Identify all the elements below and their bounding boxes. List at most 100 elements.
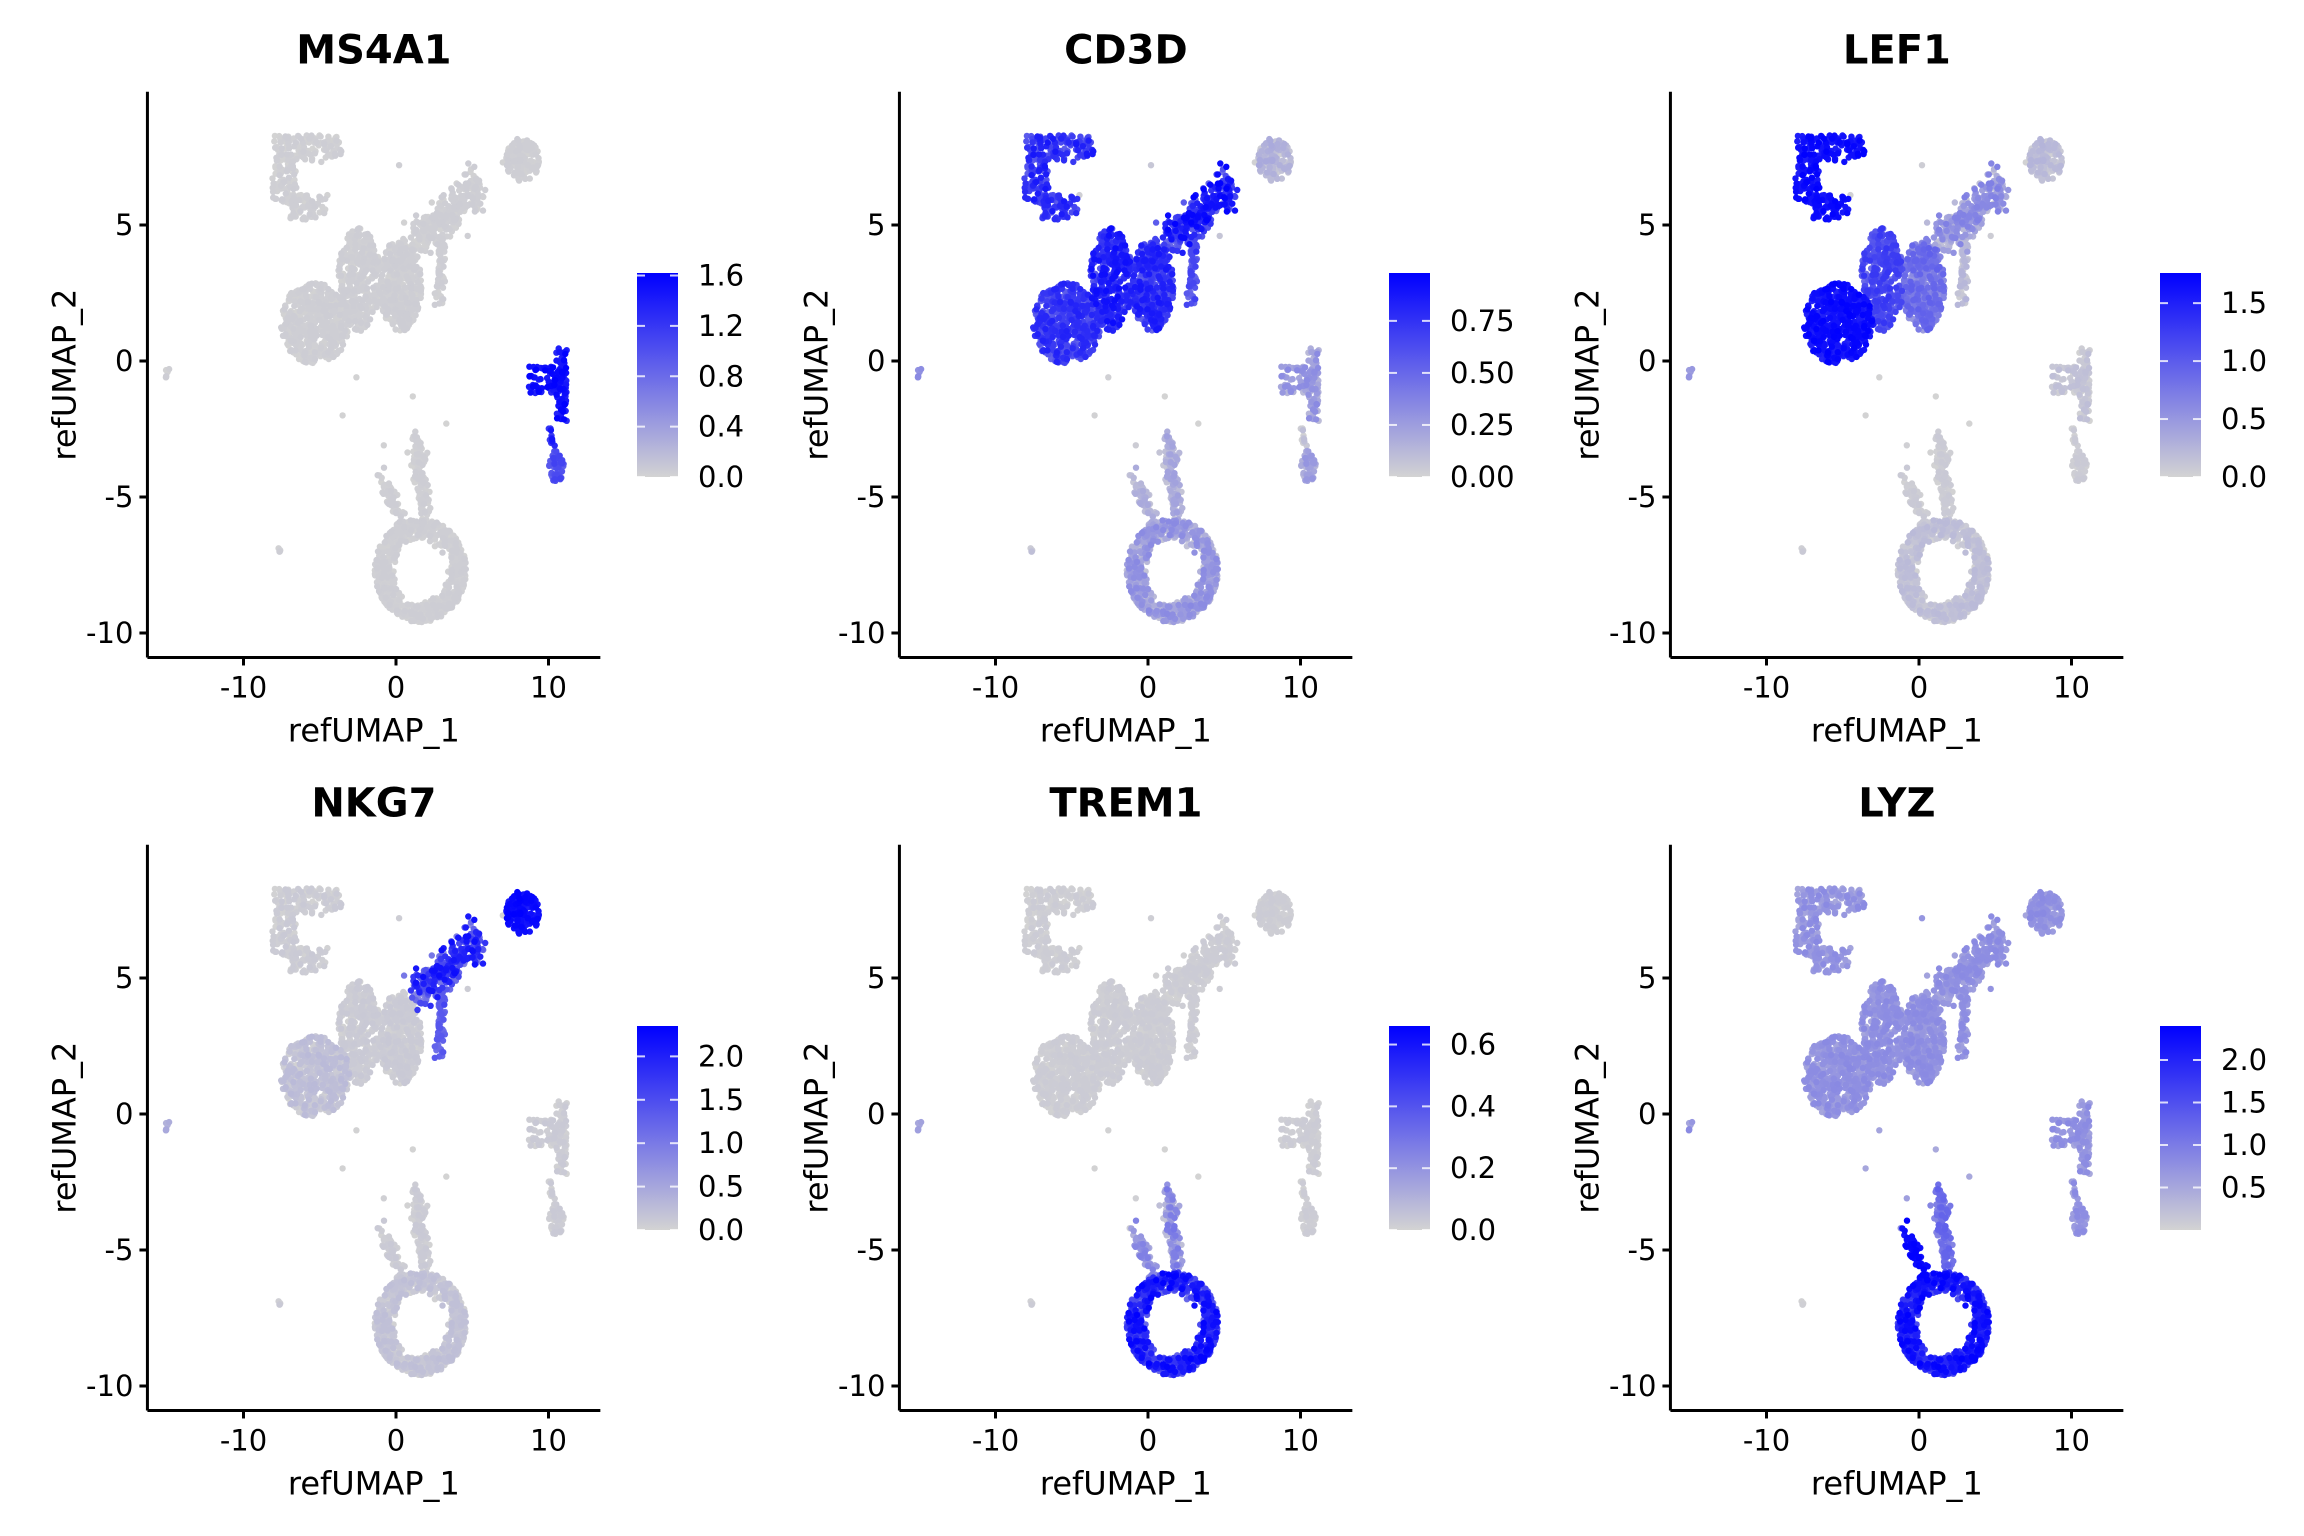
- cell-point: [301, 349, 309, 356]
- cell-point: [448, 554, 455, 561]
- cell-point: [1309, 386, 1316, 393]
- cell-point: [1196, 527, 1204, 534]
- cell-point: [299, 216, 306, 223]
- cell-point: [1167, 451, 1174, 458]
- cell-point: [353, 374, 360, 381]
- colorbar-tick-label: 1.2: [698, 309, 744, 343]
- cell-point: [282, 331, 289, 338]
- cell-point: [408, 526, 415, 534]
- cell-point: [287, 337, 294, 344]
- cell-point: [1313, 400, 1320, 408]
- cell-point: [1203, 593, 1211, 600]
- cell-point: [390, 257, 397, 264]
- cell-point: [461, 576, 468, 584]
- x-axis-title: refUMAP_1: [288, 711, 460, 749]
- cell-point: [477, 200, 484, 207]
- cell-point: [389, 572, 396, 579]
- cell-point: [269, 188, 277, 195]
- cell-point: [299, 327, 307, 335]
- cell-point: [1205, 583, 1212, 590]
- colorbar-tick-label: 1.6: [698, 259, 744, 293]
- cell-point: [1276, 162, 1283, 169]
- cell-point: [290, 312, 298, 320]
- cell-point: [462, 171, 469, 178]
- cell-point: [308, 305, 316, 312]
- cell-point: [420, 500, 428, 507]
- cell-point: [395, 541, 403, 549]
- cell-point: [292, 139, 299, 146]
- cell-point: [1312, 416, 1320, 423]
- cell-point: [311, 327, 318, 335]
- cell-point: [429, 234, 436, 242]
- cell-point: [1132, 464, 1140, 471]
- cell-point: [1270, 170, 1277, 178]
- cell-point: [276, 548, 283, 555]
- cell-point: [1312, 408, 1319, 415]
- cell-point: [378, 272, 385, 280]
- cell-point: [1213, 555, 1220, 563]
- cell-point: [1308, 348, 1315, 356]
- cell-point: [1145, 551, 1153, 558]
- cell-point: [1284, 366, 1292, 373]
- cell-point: [343, 244, 350, 251]
- cell-point: [418, 247, 425, 254]
- cell-point: [338, 148, 345, 155]
- cell-point: [333, 137, 340, 144]
- cell-point: [517, 156, 524, 164]
- cell-point: [1173, 509, 1181, 516]
- cell-point: [441, 540, 448, 547]
- cell-point: [1145, 607, 1153, 614]
- cell-point: [397, 513, 404, 520]
- cell-point: [362, 293, 369, 300]
- cell-point: [1204, 540, 1212, 547]
- cell-point: [414, 219, 421, 226]
- cell-point: [562, 364, 570, 372]
- cell-point: [461, 555, 468, 563]
- cell-point: [304, 298, 312, 306]
- cell-point: [557, 475, 564, 482]
- cell-point: [1182, 522, 1189, 530]
- cell-point: [420, 227, 427, 235]
- cell-point: [322, 147, 329, 154]
- cell-point: [332, 291, 340, 298]
- cell-point: [1200, 547, 1208, 554]
- cell-point: [408, 285, 415, 292]
- cell-point: [1127, 587, 1135, 595]
- cell-point: [1148, 597, 1155, 604]
- cell-point: [387, 487, 395, 495]
- cell-point: [291, 302, 298, 310]
- cell-point: [397, 258, 404, 265]
- cell-point: [1193, 540, 1200, 547]
- cell-point: [311, 349, 318, 356]
- cell-point: [1302, 454, 1309, 462]
- cell-point: [387, 297, 394, 304]
- cell-point: [1263, 169, 1271, 176]
- cell-point: [284, 167, 291, 174]
- cell-point: [448, 186, 455, 193]
- cell-point: [444, 527, 451, 534]
- cell-point: [327, 325, 335, 332]
- cell-point: [305, 343, 313, 350]
- y-tick-label: 5: [115, 208, 133, 242]
- panel-title: MS4A1: [296, 28, 451, 74]
- cell-point: [1197, 589, 1205, 597]
- cell-point: [440, 296, 447, 303]
- cell-point: [1136, 499, 1144, 507]
- cell-point: [448, 547, 456, 554]
- cell-point: [1195, 420, 1202, 427]
- cell-point: [1175, 601, 1182, 609]
- cell-point: [306, 211, 313, 218]
- cell-point: [301, 358, 308, 366]
- cell-point: [548, 436, 556, 443]
- cell-point: [1028, 548, 1035, 555]
- cell-point: [331, 150, 339, 157]
- cell-point: [1312, 357, 1320, 364]
- cell-point: [1170, 473, 1178, 480]
- cell-point: [437, 211, 444, 219]
- cell-point: [370, 259, 377, 266]
- cell-point: [350, 287, 358, 295]
- cell-point: [361, 269, 369, 276]
- cell-point: [289, 213, 296, 220]
- cell-point: [456, 200, 463, 208]
- cell-point: [436, 219, 443, 226]
